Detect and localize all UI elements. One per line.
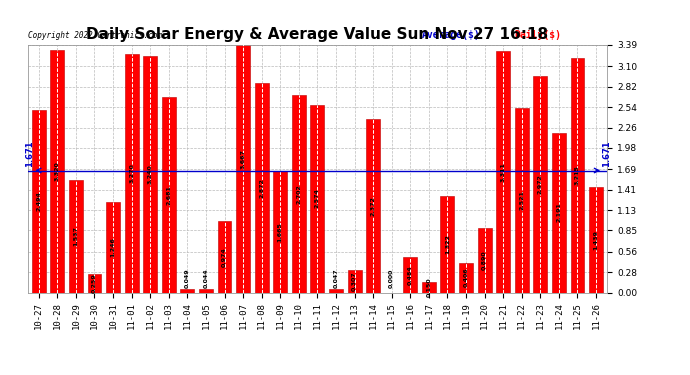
Bar [515, 108, 529, 292]
Bar [440, 196, 455, 292]
Text: 3.270: 3.270 [129, 163, 134, 183]
Bar [32, 110, 46, 292]
Bar [106, 201, 120, 292]
Bar [404, 257, 417, 292]
Text: 1.537: 1.537 [73, 226, 79, 246]
Text: 3.240: 3.240 [148, 164, 152, 184]
Text: 3.311: 3.311 [501, 162, 506, 182]
Bar [50, 50, 64, 292]
Bar [88, 274, 101, 292]
Text: 0.000: 0.000 [389, 269, 394, 288]
Bar [199, 289, 213, 292]
Bar [69, 180, 83, 292]
Text: 3.320: 3.320 [55, 161, 60, 181]
Bar [236, 25, 250, 292]
Text: 1.665: 1.665 [278, 222, 283, 242]
Text: Daily($): Daily($) [515, 30, 562, 40]
Text: 0.044: 0.044 [204, 268, 208, 288]
Text: 2.494: 2.494 [37, 192, 41, 211]
Text: 3.667: 3.667 [241, 149, 246, 169]
Bar [144, 56, 157, 292]
Bar [180, 289, 195, 292]
Bar [422, 282, 436, 292]
Text: 2.972: 2.972 [538, 174, 543, 194]
Text: 2.681: 2.681 [166, 185, 171, 205]
Text: 1.671: 1.671 [602, 140, 611, 167]
Text: 2.372: 2.372 [371, 196, 375, 216]
Bar [125, 54, 139, 292]
Text: 1.671: 1.671 [25, 140, 34, 167]
Title: Daily Solar Energy & Average Value Sun Nov 27 16:18: Daily Solar Energy & Average Value Sun N… [86, 27, 549, 42]
Bar [273, 171, 287, 292]
Bar [552, 132, 566, 292]
Text: 2.872: 2.872 [259, 178, 264, 198]
Text: Average($): Average($) [422, 30, 480, 40]
Bar [533, 75, 547, 292]
Text: 0.890: 0.890 [482, 250, 487, 270]
Text: 1.439: 1.439 [593, 230, 598, 250]
Text: 0.307: 0.307 [352, 272, 357, 291]
Bar [459, 263, 473, 292]
Bar [310, 105, 324, 292]
Text: 0.150: 0.150 [426, 277, 431, 297]
Text: 0.974: 0.974 [222, 247, 227, 267]
Bar [348, 270, 362, 292]
Text: 2.191: 2.191 [556, 202, 562, 222]
Text: 0.406: 0.406 [464, 268, 469, 288]
Text: 2.702: 2.702 [296, 184, 302, 204]
Text: 0.484: 0.484 [408, 265, 413, 285]
Text: 2.521: 2.521 [520, 190, 524, 210]
Bar [255, 83, 268, 292]
Bar [496, 51, 510, 292]
Text: 0.259: 0.259 [92, 273, 97, 293]
Bar [292, 95, 306, 292]
Bar [477, 228, 491, 292]
Bar [162, 97, 176, 292]
Bar [571, 58, 584, 292]
Text: 0.047: 0.047 [333, 268, 339, 288]
Bar [366, 119, 380, 292]
Bar [217, 221, 231, 292]
Text: 0.049: 0.049 [185, 268, 190, 288]
Bar [329, 289, 343, 292]
Text: 2.574: 2.574 [315, 189, 320, 209]
Text: 1.322: 1.322 [445, 234, 450, 254]
Text: Copyright 2022 Cartronics.com: Copyright 2022 Cartronics.com [28, 31, 161, 40]
Text: 3.215: 3.215 [575, 165, 580, 185]
Text: 1.246: 1.246 [110, 237, 115, 257]
Bar [589, 188, 603, 292]
